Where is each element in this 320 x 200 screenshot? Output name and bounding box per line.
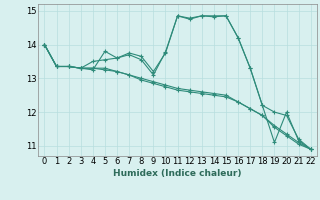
- X-axis label: Humidex (Indice chaleur): Humidex (Indice chaleur): [113, 169, 242, 178]
